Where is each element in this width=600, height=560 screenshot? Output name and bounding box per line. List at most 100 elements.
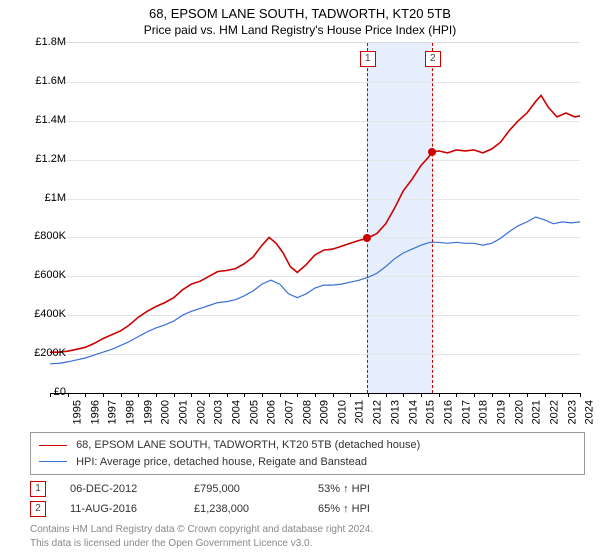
x-tick — [103, 393, 104, 397]
attribution: Contains HM Land Registry data © Crown c… — [30, 523, 585, 550]
x-tick — [562, 393, 563, 397]
x-tick — [474, 393, 475, 397]
marker-line-1 — [367, 43, 368, 393]
x-tick-label: 2003 — [213, 400, 225, 424]
x-tick — [350, 393, 351, 397]
x-tick-label: 2005 — [248, 400, 260, 424]
attribution-line-1: Contains HM Land Registry data © Crown c… — [30, 523, 585, 537]
x-tick-label: 2020 — [513, 400, 525, 424]
x-tick — [209, 393, 210, 397]
x-tick — [121, 393, 122, 397]
x-tick-label: 2022 — [548, 400, 560, 424]
x-tick — [386, 393, 387, 397]
x-tick-label: 2015 — [425, 400, 437, 424]
legend-swatch-1 — [39, 445, 67, 446]
attribution-line-2: This data is licensed under the Open Gov… — [30, 537, 585, 551]
x-tick — [315, 393, 316, 397]
x-tick — [456, 393, 457, 397]
x-tick-label: 2010 — [336, 400, 348, 424]
sale-price: £795,000 — [194, 483, 294, 495]
x-tick-label: 1995 — [71, 400, 83, 424]
x-tick-label: 1999 — [142, 400, 154, 424]
x-tick-label: 2023 — [566, 400, 578, 424]
x-tick — [227, 393, 228, 397]
chart-subtitle: Price paid vs. HM Land Registry's House … — [0, 21, 600, 43]
y-tick-label: £1.4M — [24, 114, 66, 126]
plot-area: 12 — [50, 42, 580, 394]
chart-title: 68, EPSOM LANE SOUTH, TADWORTH, KT20 5TB — [0, 0, 600, 21]
x-tick — [403, 393, 404, 397]
x-tick-label: 1996 — [89, 400, 101, 424]
x-tick-label: 2006 — [266, 400, 278, 424]
sale-price: £1,238,000 — [194, 503, 294, 515]
x-tick — [333, 393, 334, 397]
legend: 68, EPSOM LANE SOUTH, TADWORTH, KT20 5TB… — [30, 432, 585, 475]
sale-row-1: 1 06-DEC-2012 £795,000 53% ↑ HPI — [30, 481, 585, 497]
x-tick — [509, 393, 510, 397]
x-tick-label: 2014 — [407, 400, 419, 424]
x-tick — [280, 393, 281, 397]
x-tick — [492, 393, 493, 397]
chart-container: { "title": "68, EPSOM LANE SOUTH, TADWOR… — [0, 0, 600, 560]
x-tick — [68, 393, 69, 397]
marker-box-1: 1 — [360, 51, 376, 67]
y-tick-label: £1.6M — [24, 75, 66, 87]
y-tick-label: £400K — [24, 308, 66, 320]
x-tick-label: 2002 — [195, 400, 207, 424]
x-tick — [368, 393, 369, 397]
marker-line-2 — [432, 43, 433, 393]
property-line — [50, 96, 580, 353]
series-svg — [50, 43, 580, 393]
x-tick-label: 2016 — [442, 400, 454, 424]
y-tick-label: £1M — [24, 192, 66, 204]
y-tick-label: £800K — [24, 230, 66, 242]
x-tick — [297, 393, 298, 397]
y-tick-label: £0 — [24, 386, 66, 398]
x-tick — [85, 393, 86, 397]
x-tick-label: 2021 — [531, 400, 543, 424]
sale-marker-2: 2 — [30, 501, 46, 517]
x-tick — [439, 393, 440, 397]
sale-pct: 53% ↑ HPI — [318, 483, 418, 495]
x-tick — [174, 393, 175, 397]
legend-row-1: 68, EPSOM LANE SOUTH, TADWORTH, KT20 5TB… — [39, 437, 576, 454]
sale-pct: 65% ↑ HPI — [318, 503, 418, 515]
x-tick — [244, 393, 245, 397]
x-tick — [421, 393, 422, 397]
x-tick-label: 2019 — [495, 400, 507, 424]
x-tick-label: 2001 — [177, 400, 189, 424]
y-tick-label: £1.8M — [24, 36, 66, 48]
hpi-line — [50, 217, 580, 364]
x-tick — [262, 393, 263, 397]
sale-date: 11-AUG-2016 — [70, 503, 170, 515]
sale-marker-1: 1 — [30, 481, 46, 497]
legend-label-1: 68, EPSOM LANE SOUTH, TADWORTH, KT20 5TB… — [76, 439, 420, 451]
x-tick-label: 2011 — [353, 400, 365, 424]
x-tick — [545, 393, 546, 397]
x-tick-label: 2004 — [230, 400, 242, 424]
x-tick-label: 2024 — [584, 400, 596, 424]
x-tick — [138, 393, 139, 397]
legend-row-2: HPI: Average price, detached house, Reig… — [39, 454, 576, 471]
x-tick-label: 2000 — [160, 400, 172, 424]
marker-box-2: 2 — [425, 51, 441, 67]
x-tick — [580, 393, 581, 397]
marker-dot-2 — [428, 148, 436, 156]
y-tick-label: £600K — [24, 269, 66, 281]
sale-date: 06-DEC-2012 — [70, 483, 170, 495]
x-tick-label: 2009 — [319, 400, 331, 424]
legend-label-2: HPI: Average price, detached house, Reig… — [76, 456, 367, 468]
x-tick — [527, 393, 528, 397]
legend-swatch-2 — [39, 461, 67, 462]
x-tick-label: 1998 — [124, 400, 136, 424]
x-tick-label: 2007 — [283, 400, 295, 424]
x-tick-label: 2018 — [478, 400, 490, 424]
x-tick-label: 2013 — [389, 400, 401, 424]
footer: 68, EPSOM LANE SOUTH, TADWORTH, KT20 5TB… — [30, 432, 585, 550]
x-tick-label: 2017 — [460, 400, 472, 424]
x-tick — [191, 393, 192, 397]
sale-row-2: 2 11-AUG-2016 £1,238,000 65% ↑ HPI — [30, 501, 585, 517]
x-tick — [156, 393, 157, 397]
y-tick-label: £1.2M — [24, 153, 66, 165]
y-tick-label: £200K — [24, 347, 66, 359]
